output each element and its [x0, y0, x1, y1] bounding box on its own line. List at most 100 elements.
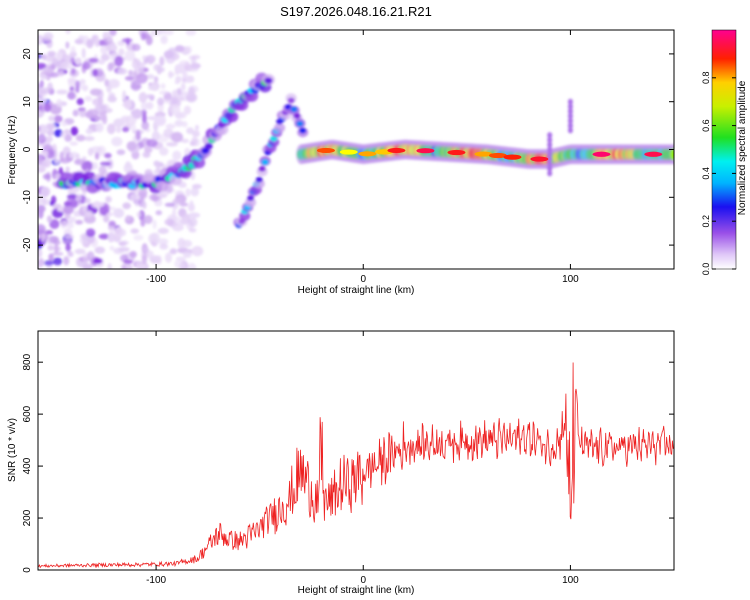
spectrogram-noise-blob [74, 248, 86, 255]
spectrogram-noise-blob [138, 187, 148, 198]
spectrogram-noise-blob [75, 219, 84, 225]
snr-plot-area [38, 331, 674, 570]
spectrogram-noise-blob [163, 128, 174, 138]
spectrogram-spike [567, 108, 573, 115]
spectrogram-noise-blob [38, 53, 43, 59]
spectrogram-noise-blob [172, 150, 182, 161]
spectrogram-noise-blob [136, 264, 146, 269]
spectrogram-ytick-label: 10 [22, 96, 33, 108]
spectrogram-noise-blob [140, 219, 146, 227]
spectrogram-noise-blob [46, 123, 55, 131]
spectrogram-noise-blob [164, 99, 171, 104]
spectrogram-noise-blob [38, 63, 47, 69]
spectrogram-noise-blob [43, 32, 54, 41]
spectrogram-noise-blob [45, 230, 53, 235]
spectrogram-noise-blob [104, 79, 110, 87]
spectrogram-noise-blob [64, 133, 72, 142]
spectrogram-ridge-core [296, 120, 304, 127]
spectrogram-ridge-halo [225, 111, 239, 123]
spectrogram-noise-blob [87, 251, 95, 262]
spectrogram-noise-blob [62, 239, 73, 245]
spectrogram-noise-blob [53, 115, 63, 123]
spectrogram-noise-blob [146, 138, 158, 148]
spectrogram-noise-blob [174, 259, 184, 269]
spectrogram-noise-blob [126, 141, 137, 151]
spectrogram-noise-blob [63, 201, 71, 207]
spectrogram-noise-blob [142, 55, 147, 61]
spectrogram-noise-blob [65, 166, 70, 173]
spectrogram-noise-blob [94, 36, 100, 48]
spectrogram-noise-blob [157, 97, 165, 106]
spectrogram-hotspot [644, 151, 663, 157]
spectrogram-ridge-core [247, 195, 255, 201]
spectrogram-noise-blob [153, 76, 159, 83]
spectrogram-noise-blob [164, 252, 173, 263]
spectrogram-ytick-label: -20 [22, 237, 33, 252]
spectrogram-ytick-label: -10 [22, 190, 33, 205]
spectrogram-noise-blob [67, 251, 74, 257]
spectrogram-noise-blob [79, 79, 86, 85]
spectrogram-noise-blob [54, 243, 59, 254]
spectrogram-hotspot [316, 147, 335, 154]
spectrogram-noise-blob [99, 110, 107, 122]
snr-xtick-label: 100 [562, 575, 579, 586]
spectrogram-noise-blob [75, 134, 86, 142]
spectrogram-noise-blob [70, 45, 76, 57]
spectrogram-noise-blob [164, 202, 176, 207]
spectrogram-ridge-core [293, 113, 301, 119]
spectrogram-noise-blob [72, 109, 79, 117]
spectrogram-noise-blob [89, 88, 102, 96]
spectrogram-noise-blob [129, 123, 137, 132]
spectrogram-noise-blob [42, 150, 49, 158]
spectrogram-noise-blob [83, 136, 95, 141]
spectrogram-noise-blob [40, 186, 51, 197]
spectrogram-noise-blob [136, 211, 142, 218]
spectrogram-noise-blob [186, 45, 192, 54]
spectrogram-noise-blob [38, 133, 47, 144]
spectrogram-noise-blob [153, 63, 161, 72]
spectrogram-noise-blob [145, 101, 154, 110]
spectrogram-noise-blob [49, 219, 60, 229]
spectrogram-noise-blob [140, 32, 147, 41]
spectrogram-noise-blob [188, 217, 198, 227]
spectrogram-noise-blob [69, 141, 78, 146]
spectrogram-spike [547, 160, 553, 167]
spectrogram-noise-blob [145, 74, 155, 80]
spectrogram-noise-blob [129, 250, 137, 258]
spectrogram-noise-blob [50, 195, 57, 205]
spectrogram-noise-blob [113, 208, 125, 219]
spectrogram-noise-blob [120, 240, 130, 246]
spectrogram-hotspot [503, 154, 522, 160]
spectrogram-xtick-label: 100 [562, 274, 579, 285]
spectrogram-noise-blob [121, 126, 130, 133]
spectrogram-noise-blob [114, 55, 124, 67]
spectrogram-noise-blob [144, 146, 153, 154]
spectrogram-noise-blob [123, 162, 133, 174]
spectrogram-noise-blob [135, 129, 141, 141]
spectrogram-ridge-core [264, 77, 273, 84]
spectrogram-noise-blob [106, 123, 116, 135]
spectrogram-noise-blob [92, 201, 105, 208]
spectrogram-noise-blob [131, 60, 136, 68]
spectrogram-noise-blob [114, 226, 124, 237]
spectrogram-xtick-label: 0 [360, 274, 366, 285]
spectrogram-noise-blob [38, 109, 42, 119]
spectrogram-noise-blob [39, 79, 44, 89]
snr-panel: -100 0 100 0 200 400 600 800 Height of straight… [7, 330, 675, 596]
spectrogram-noise-blob [84, 197, 91, 204]
spectrogram-noise-blob [185, 188, 191, 197]
spectrogram-noise-blob [143, 60, 148, 65]
spectrogram-noise-blob [47, 245, 55, 251]
spectrogram-noise-blob [175, 63, 187, 74]
spectrogram-noise-blob [131, 43, 141, 52]
spectrogram-noise-blob [110, 44, 118, 52]
spectrogram-noise-blob [171, 131, 184, 143]
spectrogram-noise-blob [190, 187, 200, 197]
spectrogram-noise-blob [63, 256, 70, 266]
spectrogram-noise-blob [178, 111, 187, 119]
spectrogram-noise-blob [116, 149, 126, 156]
spectrogram-noise-blob [130, 80, 142, 91]
spectrogram-noise-blob [52, 257, 63, 266]
colorbar-gradient [711, 29, 737, 270]
spectrogram-noise-blob [179, 60, 190, 66]
